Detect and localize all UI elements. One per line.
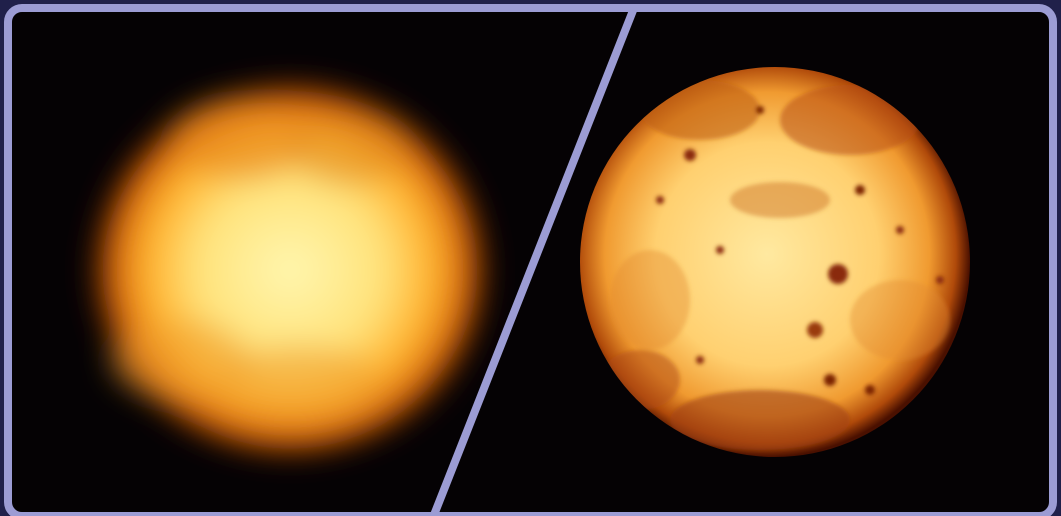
divider-line	[428, 8, 638, 516]
blurry-moon	[85, 67, 495, 457]
frame-border	[4, 4, 1057, 516]
sharp-moon	[580, 67, 970, 457]
image-area	[8, 8, 1053, 516]
